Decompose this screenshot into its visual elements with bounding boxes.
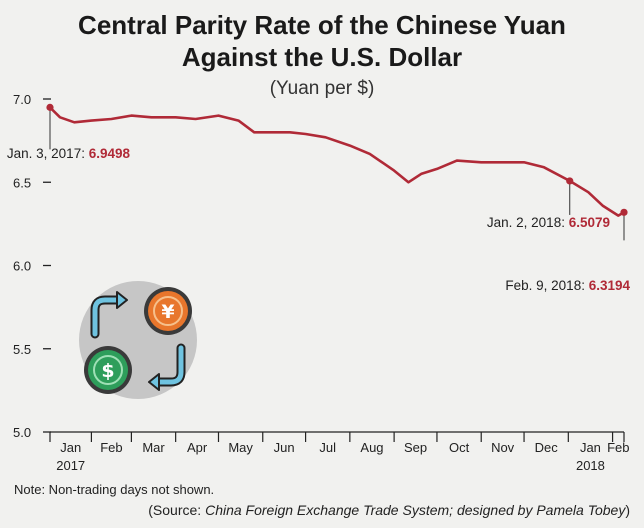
source-close: ) bbox=[625, 502, 630, 518]
chart-subtitle: (Yuan per $) bbox=[270, 78, 375, 99]
exchange-arrow-icon bbox=[90, 291, 186, 391]
y-tick-label: 5.0 bbox=[13, 425, 31, 440]
annotation-label: Feb. 9, 2018: 6.3194 bbox=[505, 278, 630, 293]
exchange-illustration: ¥ $ bbox=[79, 281, 197, 399]
y-tick-label: 7.0 bbox=[13, 92, 31, 107]
annotation-marker bbox=[46, 103, 54, 111]
x-tick-label: May bbox=[228, 440, 253, 455]
chart-title-line2: Against the U.S. Dollar bbox=[182, 42, 462, 72]
annotation-value: 6.9498 bbox=[89, 146, 131, 161]
annotation-marker bbox=[566, 177, 574, 185]
x-tick-label: Jul bbox=[319, 440, 336, 455]
annotation-date: Jan. 3, 2017: bbox=[7, 146, 89, 161]
annotation-marker bbox=[620, 208, 628, 216]
source-text: China Foreign Exchange Trade System; des… bbox=[205, 502, 626, 518]
annotation-value: 6.5079 bbox=[569, 215, 610, 230]
x-axis: Jan 2017 Feb Mar Apr May Jun Jul Aug Sep Oct Nov Dec… bbox=[49, 431, 629, 473]
annotation-label: Jan. 2, 2018: 6.5079 bbox=[487, 215, 610, 230]
y-axis: 7.0 6.5 6.0 5.5 5.0 bbox=[13, 92, 51, 440]
x-tick-label: Apr bbox=[187, 440, 208, 455]
x-tick-label: Feb bbox=[607, 440, 629, 455]
annotation-label: Jan. 3, 2017: 6.9498 bbox=[7, 146, 131, 161]
x-tick-label: Aug bbox=[360, 440, 383, 455]
annotation-date: Jan. 2, 2018: bbox=[487, 215, 569, 230]
x-tick-label: Mar bbox=[142, 440, 165, 455]
y-tick-label: 6.0 bbox=[13, 259, 31, 274]
svg-text:¥: ¥ bbox=[161, 301, 174, 323]
annotation-date: Feb. 9, 2018: bbox=[505, 278, 588, 293]
svg-text:$: $ bbox=[101, 360, 114, 382]
source-open: (Source: bbox=[148, 502, 206, 518]
x-tick-year: 2017 bbox=[56, 458, 85, 473]
x-tick-label: Oct bbox=[449, 440, 470, 455]
x-tick-label: Feb bbox=[100, 440, 122, 455]
y-tick-label: 6.5 bbox=[13, 175, 31, 190]
x-tick-label: Sep bbox=[404, 440, 427, 455]
annotation-value: 6.3194 bbox=[589, 278, 631, 293]
chart-title-line1: Central Parity Rate of the Chinese Yuan bbox=[78, 10, 566, 40]
annotations: Jan. 3, 2017: 6.9498 Jan. 2, 2018: 6.5079… bbox=[7, 103, 630, 293]
x-tick-label: Jun bbox=[274, 440, 295, 455]
source-credit: (Source: China Foreign Exchange Trade Sy… bbox=[148, 502, 630, 518]
x-tick-label: Jan bbox=[580, 440, 601, 455]
series-line bbox=[48, 106, 626, 217]
x-tick-label: Jan bbox=[60, 440, 81, 455]
y-tick-label: 5.5 bbox=[13, 342, 31, 357]
dollar-coin-icon: $ bbox=[84, 346, 132, 394]
plot-area bbox=[48, 106, 626, 217]
footnote: Note: Non-trading days not shown. bbox=[14, 482, 215, 497]
x-tick-label: Nov bbox=[491, 440, 515, 455]
x-tick-label: Dec bbox=[535, 440, 559, 455]
x-tick-year: 2018 bbox=[576, 458, 605, 473]
yuan-coin-icon: ¥ bbox=[144, 287, 192, 335]
